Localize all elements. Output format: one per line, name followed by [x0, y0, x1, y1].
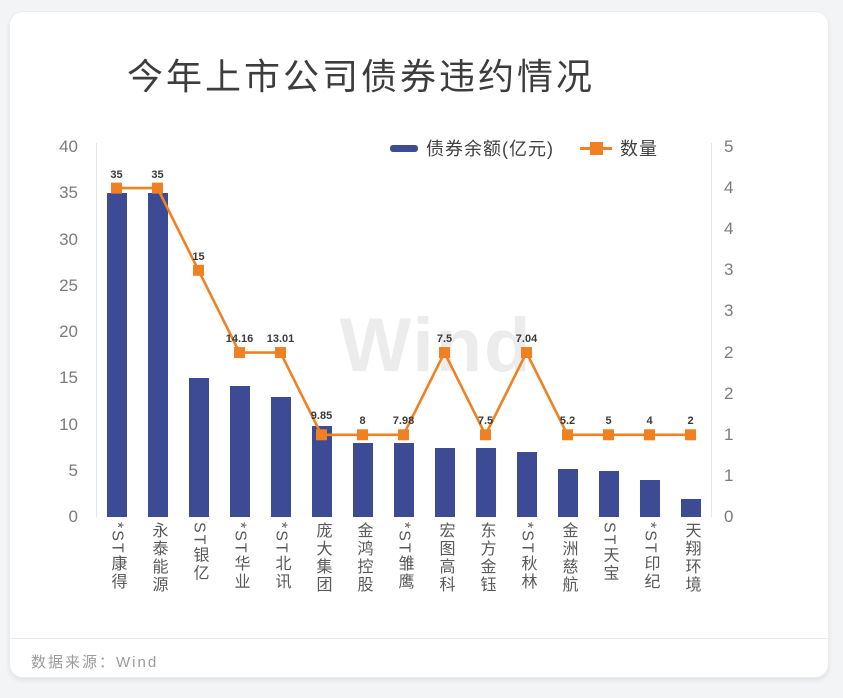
right-axis-tick-label: 0	[724, 507, 734, 526]
line-series-marker-icon	[580, 141, 612, 155]
category-label: *ST印纪	[641, 522, 659, 591]
bar-value-label: 15	[192, 250, 205, 263]
bar-value-label: 2	[687, 415, 694, 428]
category-label: 宏图高科	[436, 522, 454, 594]
right-axis-tick-label: 4	[724, 178, 734, 198]
right-axis-tick-label: 4	[724, 219, 734, 239]
line-point-marker	[603, 429, 614, 441]
bar-东方金钰	[475, 447, 496, 517]
bar-value-label: 35	[151, 168, 164, 181]
line-point-marker	[357, 429, 368, 441]
right-axis-line	[711, 143, 712, 517]
category-label: *ST秋林	[518, 522, 536, 591]
chart-title: 今年上市公司债券违约情况	[126, 56, 595, 97]
bar-金洲慈航	[557, 468, 578, 517]
left-axis-tick-label: 5	[68, 460, 78, 480]
category-label: 天翔环境	[682, 522, 700, 594]
category-label: 永泰能源	[149, 522, 167, 594]
bar-*ST印纪	[639, 480, 660, 517]
bar-永泰能源	[147, 193, 168, 517]
category-label: *ST北讯	[272, 522, 290, 591]
line-point-marker	[685, 429, 696, 441]
bar-value-label: 35	[110, 168, 123, 181]
bar-宏图高科	[434, 447, 455, 517]
right-axis-tick-label: 3	[724, 301, 734, 321]
category-label: 东方金钰	[477, 522, 495, 594]
line-point-marker	[111, 182, 122, 194]
left-axis-tick-label: 35	[59, 183, 78, 203]
left-axis-tick-label: 40	[59, 137, 78, 156]
left-axis-tick-label: 10	[59, 414, 78, 434]
legend-item-bond-balance: 债券余额(亿元)	[390, 135, 554, 161]
bar-ST银亿	[188, 378, 209, 517]
legend: 债券余额(亿元) 数量	[390, 135, 658, 161]
bar-value-label: 7.98	[392, 415, 415, 428]
line-point-marker	[480, 429, 491, 441]
bar-value-label: 7.5	[436, 333, 453, 346]
right-axis-tick-label: 1	[724, 465, 734, 485]
bar-*ST华业	[229, 386, 250, 517]
bar-*ST秋林	[516, 451, 537, 517]
category-label: ST天宝	[600, 522, 618, 583]
category-label: ST银亿	[190, 522, 208, 583]
right-axis-tick-label: 5	[724, 137, 734, 156]
bar-value-label: 7.04	[515, 333, 538, 346]
category-label: *ST雏鹰	[395, 522, 413, 591]
bar-*ST康得	[106, 193, 127, 517]
line-point-marker	[234, 347, 245, 359]
line-point-marker	[398, 429, 409, 441]
left-axis-tick-label: 30	[59, 229, 78, 249]
bar-ST天宝	[598, 470, 619, 517]
line-point-marker	[562, 429, 573, 441]
category-label: 金洲慈航	[559, 522, 577, 594]
legend-item-quantity: 数量	[580, 135, 658, 161]
legend-label-quantity: 数量	[620, 139, 658, 159]
source-label: 数据来源：	[31, 654, 117, 671]
left-axis-tick-label: 0	[68, 507, 78, 526]
bar-庞大集团	[311, 425, 332, 517]
category-label: 金鸿控股	[354, 522, 372, 594]
right-axis-tick-label: 3	[724, 260, 734, 280]
bar-value-label: 7.5	[477, 415, 494, 428]
left-axis-tick-label: 15	[59, 368, 78, 388]
line-point-marker	[644, 429, 655, 441]
right-axis-tick-label: 2	[724, 342, 734, 362]
category-label: *ST华业	[231, 522, 249, 591]
bar-天翔环境	[680, 498, 701, 517]
left-axis-line	[96, 143, 97, 517]
chart-card: 今年上市公司债券违约情况 债券余额(亿元) 数量 Wind 40 35 30 25 20…	[9, 11, 829, 678]
footer: 数据来源：Wind	[10, 638, 828, 677]
left-axis-tick-label: 20	[59, 322, 78, 341]
right-axis-tick-label: 1	[724, 424, 734, 444]
bar-*ST雏鹰	[393, 443, 414, 517]
bar-series-swatch-icon	[390, 144, 418, 152]
line-point-marker	[193, 264, 204, 276]
bar-*ST北讯	[270, 396, 291, 517]
category-label: 庞大集团	[313, 522, 331, 594]
left-axis-tick-label: 25	[59, 275, 78, 295]
right-axis-tick-label: 2	[724, 383, 734, 403]
bar-金鸿控股	[352, 443, 373, 517]
line-point-marker	[152, 182, 163, 194]
bar-value-label: 13.01	[266, 333, 295, 346]
category-label: *ST康得	[108, 522, 126, 591]
legend-label-bond-balance: 债券余额(亿元)	[426, 139, 554, 159]
source-value: Wind	[116, 654, 159, 671]
